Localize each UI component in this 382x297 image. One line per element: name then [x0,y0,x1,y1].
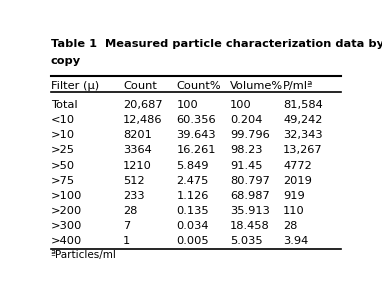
Text: 39.643: 39.643 [176,130,216,140]
Text: 0.135: 0.135 [176,206,209,216]
Text: >300: >300 [51,221,82,231]
Text: 100: 100 [230,100,252,110]
Text: 2.475: 2.475 [176,176,209,186]
Text: >25: >25 [51,146,75,155]
Text: Volume%: Volume% [230,81,283,91]
Text: 5.849: 5.849 [176,160,209,170]
Text: 68.987: 68.987 [230,191,270,201]
Text: 7: 7 [123,221,131,231]
Text: 512: 512 [123,176,145,186]
Text: ªParticles/ml: ªParticles/ml [51,250,117,260]
Text: 28: 28 [123,206,138,216]
Text: Table 1  Measured particle characterization data by flow micros-: Table 1 Measured particle characterizati… [51,39,382,49]
Text: 3.94: 3.94 [283,236,308,246]
Text: >400: >400 [51,236,82,246]
Text: P/mlª: P/mlª [283,81,314,91]
Text: >50: >50 [51,160,75,170]
Text: <10: <10 [51,115,75,125]
Text: 1.126: 1.126 [176,191,209,201]
Text: 91.45: 91.45 [230,160,262,170]
Text: 98.23: 98.23 [230,146,262,155]
Text: 60.356: 60.356 [176,115,216,125]
Text: 233: 233 [123,191,145,201]
Text: 8201: 8201 [123,130,152,140]
Text: 81,584: 81,584 [283,100,323,110]
Text: 80.797: 80.797 [230,176,270,186]
Text: 0.204: 0.204 [230,115,262,125]
Text: 1: 1 [123,236,131,246]
Text: 0.005: 0.005 [176,236,209,246]
Text: Count: Count [123,81,157,91]
Text: 28: 28 [283,221,298,231]
Text: 49,242: 49,242 [283,115,322,125]
Text: 13,267: 13,267 [283,146,323,155]
Text: 919: 919 [283,191,305,201]
Text: 12,486: 12,486 [123,115,163,125]
Text: >200: >200 [51,206,82,216]
Text: copy: copy [51,56,81,66]
Text: 35.913: 35.913 [230,206,270,216]
Text: >10: >10 [51,130,75,140]
Text: 110: 110 [283,206,305,216]
Text: >75: >75 [51,176,75,186]
Text: 99.796: 99.796 [230,130,270,140]
Text: 18.458: 18.458 [230,221,270,231]
Text: 3364: 3364 [123,146,152,155]
Text: Count%: Count% [176,81,221,91]
Text: 5.035: 5.035 [230,236,262,246]
Text: 0.034: 0.034 [176,221,209,231]
Text: 2019: 2019 [283,176,312,186]
Text: 32,343: 32,343 [283,130,323,140]
Text: 20,687: 20,687 [123,100,163,110]
Text: 16.261: 16.261 [176,146,216,155]
Text: 1210: 1210 [123,160,152,170]
Text: 4772: 4772 [283,160,312,170]
Text: >100: >100 [51,191,82,201]
Text: Filter (μ): Filter (μ) [51,81,99,91]
Text: 100: 100 [176,100,198,110]
Text: Total: Total [51,100,77,110]
